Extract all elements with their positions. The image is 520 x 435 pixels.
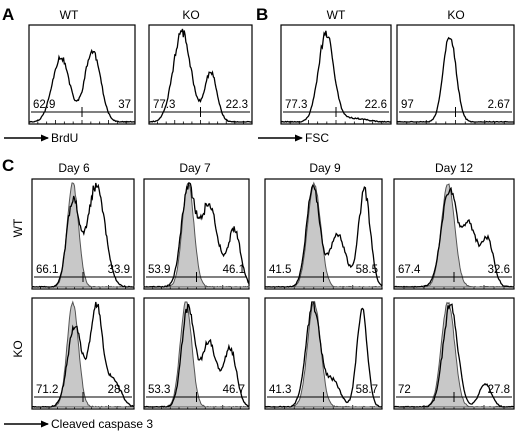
axis-label-a: BrdU [51,131,78,145]
gate-value-right: 37 [118,99,131,111]
gate-value-right: 58.5 [356,264,378,276]
gate-value-right: 58.7 [356,384,378,396]
gate-value-right: 46.7 [223,384,245,396]
axis-label-c: Cleaved caspase 3 [51,417,153,431]
title-a-ko: KO [182,8,199,22]
column-title-day7: Day 7 [179,161,211,175]
title-b-ko: KO [447,8,464,22]
column-title-day12: Day 12 [435,161,473,175]
panel-label-c: C [2,156,14,175]
gate-value-left: 77.3 [285,99,307,111]
gate-value-left: 66.1 [36,264,58,276]
gate-value-left: 72 [398,384,411,396]
gate-value-left: 97 [401,99,414,111]
histogram-c-ko-day6: 71.2 28.8 [32,298,134,409]
gate-value-left: 41.5 [269,264,291,276]
histogram-a-ko: 77.3 22.3 [149,25,252,124]
histogram-c-wt-day9: 41.5 58.5 [265,179,382,289]
title-a-wt: WT [60,8,79,22]
axis-label-b: FSC [305,131,329,145]
histogram-c-wt-day12: 67.4 32.6 [394,179,514,289]
gate-value-right: 22.6 [365,99,387,111]
gate-value-right: 28.8 [108,384,130,396]
gate-value-left: 53.9 [148,264,170,276]
row-label-ko: KO [11,340,25,357]
gate-value-left: 41.3 [269,384,291,396]
histogram-c-wt-day6: 66.1 33.9 [32,179,134,289]
gate-value-left: 67.4 [398,264,421,276]
histogram-b-wt: 77.3 22.6 [281,25,391,124]
gate-value-right: 2.67 [488,99,510,111]
gate-value-left: 77.3 [153,99,175,111]
panel-label-a: A [2,5,14,24]
gate-value-right: 32.6 [488,264,510,276]
histogram-c-ko-day12: 72 27.8 [394,298,514,409]
gate-value-left: 71.2 [36,384,58,396]
histogram-c-ko-day7: 53.3 46.7 [144,298,249,409]
gate-value-right: 33.9 [108,264,130,276]
histogram-c-wt-day7: 53.9 46.1 [144,179,249,289]
gate-value-left: 62.9 [33,99,55,111]
title-b-wt: WT [327,8,346,22]
column-title-day9: Day 9 [309,161,341,175]
row-label-wt: WT [11,218,25,237]
histogram-b-ko: 97 2.67 [397,25,514,124]
gate-value-right: 46.1 [223,264,245,276]
gate-value-left: 53.3 [148,384,170,396]
column-title-day6: Day 6 [58,161,90,175]
histogram-c-ko-day9: 41.3 58.7 [265,298,382,409]
gate-value-right: 27.8 [488,384,510,396]
panel-label-b: B [256,5,268,24]
histogram-a-wt: 62.9 37 [29,25,135,124]
gate-value-right: 22.3 [226,99,248,111]
